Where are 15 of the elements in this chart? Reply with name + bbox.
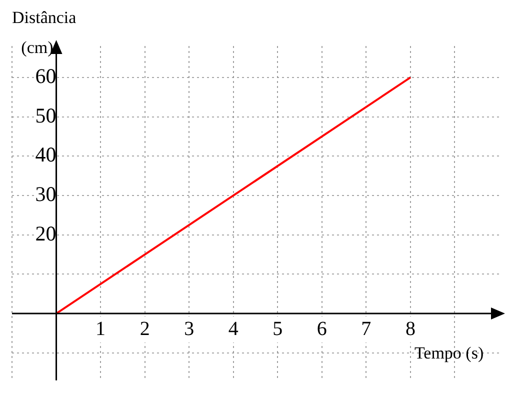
y-tick-label: 50: [35, 103, 56, 128]
y-tick-label: 60: [35, 64, 56, 88]
x-tick-label: 4: [228, 318, 238, 340]
x-tick-label: 7: [361, 318, 372, 340]
y-tick-label: 30: [35, 182, 56, 206]
x-tick-label: 2: [140, 318, 150, 340]
y-axis-title: Distância (cm): [12, 8, 77, 57]
x-tick-label: 6: [316, 318, 327, 340]
x-tick-label: 5: [272, 318, 283, 340]
x-tick-label: 3: [184, 318, 194, 340]
y-tick-label: 40: [35, 142, 56, 167]
y-tick-label: 20: [35, 221, 56, 246]
x-axis-title: Tempo (s): [414, 343, 484, 362]
x-tick-label: 8: [405, 318, 416, 340]
x-tick-label: 1: [96, 318, 106, 340]
